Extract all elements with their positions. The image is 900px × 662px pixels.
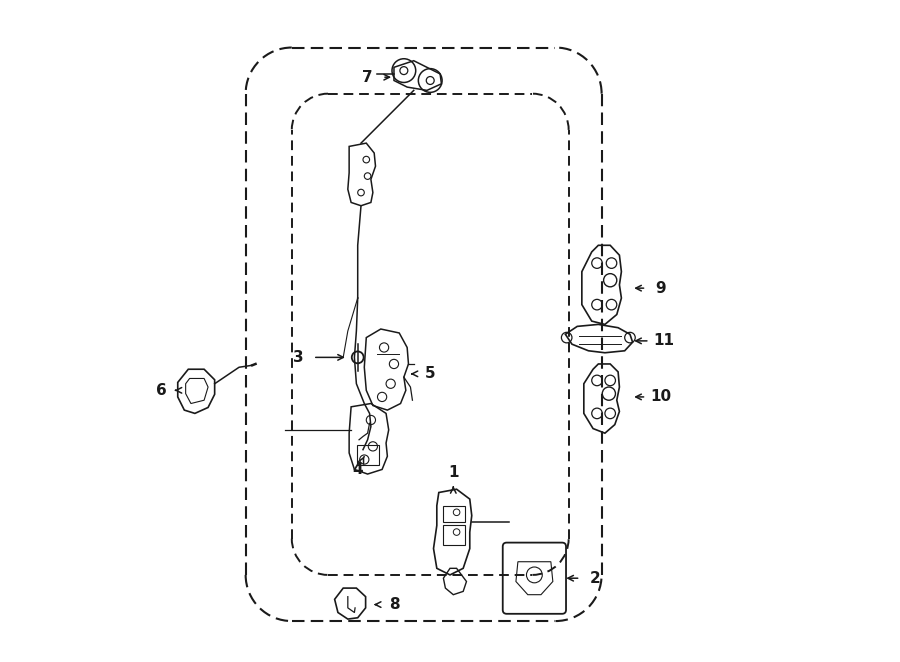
Text: 3: 3 (293, 350, 303, 365)
Text: 1: 1 (448, 465, 458, 480)
Text: 7: 7 (363, 70, 373, 85)
Text: 10: 10 (651, 389, 671, 404)
Text: 5: 5 (425, 366, 436, 381)
Text: 8: 8 (389, 597, 400, 612)
Text: 2: 2 (590, 571, 600, 586)
Text: 4: 4 (353, 462, 363, 477)
Text: 6: 6 (156, 383, 166, 398)
Text: 9: 9 (655, 281, 666, 296)
Text: 11: 11 (653, 334, 675, 348)
